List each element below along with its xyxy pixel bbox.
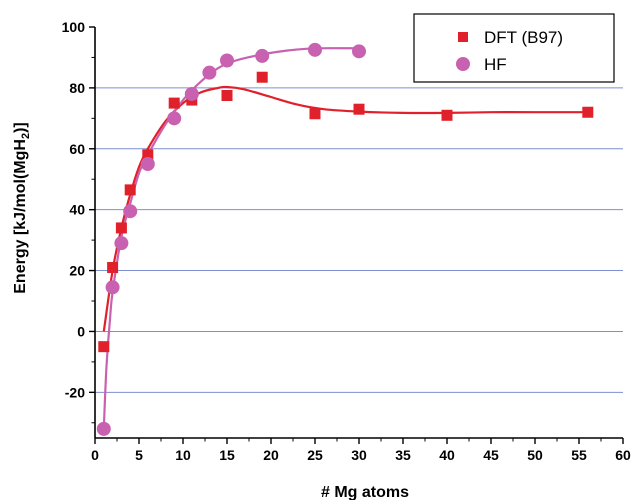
hf-data-point [308,42,322,57]
legend-marker-hf [456,57,470,71]
dft-data-point [353,103,365,115]
x-tick-label: 40 [439,447,455,463]
dft-data-point [98,341,110,353]
dft-data-point [309,108,321,120]
y-tick-label: 60 [69,141,85,157]
y-axis-title-main: Energy [kJ/mol(MgH [12,139,29,294]
dft-data-point [107,262,119,274]
axes: 0 5 10 15 20 25 30 35 40 45 50 55 60 -20 0 20 40 60 80 100 [62,19,631,463]
legend: DFT (B97) HF [413,13,615,83]
x-tick-label: 20 [263,447,279,463]
x-tick-label: 35 [395,447,411,463]
x-tick-label: 30 [351,447,367,463]
hf-data-point [105,280,120,295]
y-axis-title-subscript: 2 [20,133,32,139]
legend-frame [413,13,615,83]
grid-lines [95,87,623,393]
hf-data-point [96,421,111,436]
hf-data-point [352,44,366,59]
dft-data-point [168,97,180,109]
dft-data-point [142,149,154,161]
x-tick-label: 45 [483,447,499,463]
y-tick-label: 0 [77,323,85,339]
x-axis-title: # Mg atoms [321,484,409,500]
y-axis-title-end: )] [12,122,29,133]
hf-data-point [123,204,138,219]
x-tick-label: 55 [571,447,587,463]
hf-data-point [202,65,217,80]
legend-label-dft: DFT (B97) [484,28,563,47]
data-points [96,42,594,436]
hf-data-point [184,86,199,101]
x-tick-label: 15 [219,447,235,463]
legend-marker-dft [458,32,468,42]
hf-data-point [220,53,234,68]
x-tick-label: 50 [527,447,543,463]
y-tick-label: 100 [62,19,86,35]
x-tick-label: 5 [135,447,143,463]
dft-data-point [221,90,233,101]
dft-data-point [582,106,594,118]
x-tick-label: 0 [91,447,99,463]
x-tick-label: 10 [175,447,191,463]
y-axis-title: Energy [kJ/mol(MgH2)] [12,122,32,293]
dft-data-point [115,222,127,234]
hf-data-point [255,48,270,63]
hf-data-point [114,236,129,251]
y-tick-label: -20 [65,384,85,400]
x-tick-label: 25 [307,447,323,463]
y-tick-label: 20 [69,263,85,279]
y-tick-label: 40 [69,202,85,218]
dft-data-point [124,184,136,196]
legend-label-hf: HF [484,55,507,74]
hf-fit-curve [102,47,360,429]
x-tick-label: 60 [615,447,631,463]
dft-data-point [441,109,453,121]
dft-data-point [256,71,268,83]
hf-data-point [140,157,155,171]
y-tick-label: 80 [69,80,85,96]
hf-data-point [167,111,182,126]
